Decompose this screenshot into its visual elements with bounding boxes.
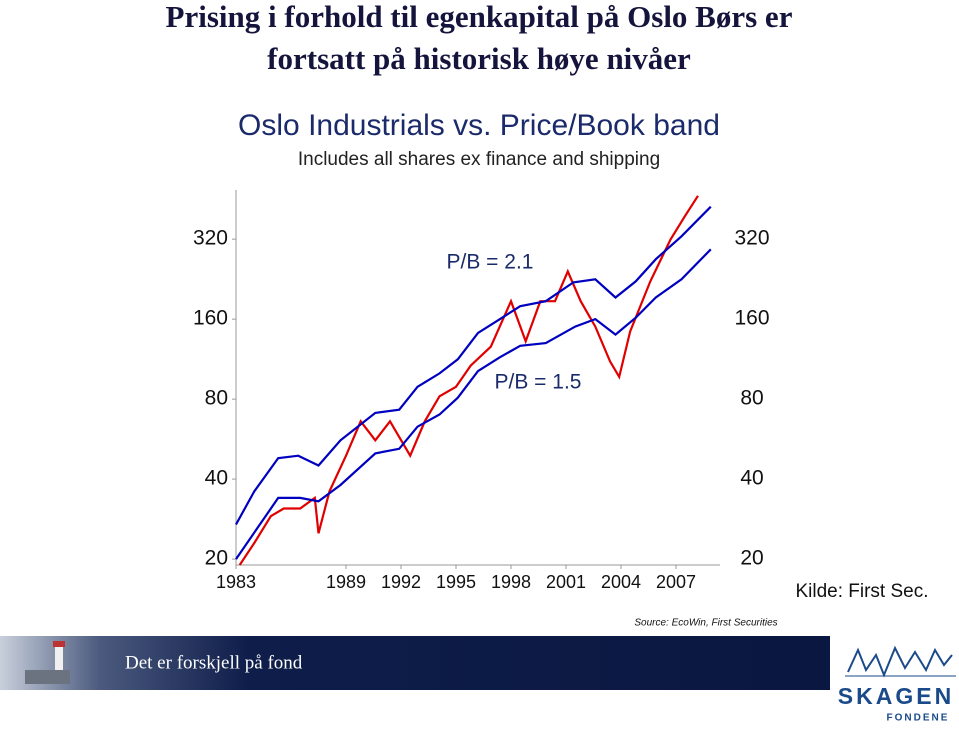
logo-sub: FONDENE	[887, 713, 950, 724]
source: Source: EcoWin, First Securities	[634, 618, 777, 629]
x-tick-label: 1995	[436, 572, 476, 592]
x-tick-label: 1998	[491, 572, 531, 592]
footer-bar	[0, 636, 830, 690]
annotation: P/B = 2.1	[447, 251, 534, 274]
y2-tick-label: 20	[740, 547, 763, 570]
chart-subtitle: Includes all shares ex finance and shipp…	[298, 149, 660, 170]
x-tick-label: 2007	[656, 572, 696, 592]
slide-title: fortsatt på historisk høye nivåer	[267, 41, 691, 76]
series-line	[235, 248, 712, 560]
x-tick-label: 1989	[326, 572, 366, 592]
y-tick-label: 160	[193, 307, 228, 330]
series-line	[235, 205, 712, 526]
x-tick-label: 2004	[601, 572, 641, 592]
chart-title: Oslo Industrials vs. Price/Book band	[238, 109, 720, 142]
logo	[845, 645, 956, 678]
y2-tick-label: 40	[740, 467, 763, 490]
x-tick-label: 1992	[381, 572, 421, 592]
source-note: Kilde: First Sec.	[795, 581, 928, 602]
y2-tick-label: 160	[734, 307, 769, 330]
y-tick-label: 80	[205, 387, 228, 410]
y2-tick-label: 80	[740, 387, 763, 410]
y-tick-label: 40	[205, 467, 228, 490]
x-tick-label: 1983	[216, 572, 256, 592]
footer-slogan: Det er forskjell på fond	[125, 652, 303, 673]
slide-title: Prising i forhold til egenkapital på Osl…	[166, 0, 793, 34]
lighthouse	[25, 641, 70, 684]
logo-name: SKAGEN	[838, 683, 954, 709]
x-tick-label: 2001	[546, 572, 586, 592]
y-tick-label: 320	[193, 227, 228, 250]
y-tick-label: 20	[205, 547, 228, 570]
y2-tick-label: 320	[734, 227, 769, 250]
series-line	[238, 195, 699, 566]
annotation: P/B = 1.5	[495, 371, 582, 394]
